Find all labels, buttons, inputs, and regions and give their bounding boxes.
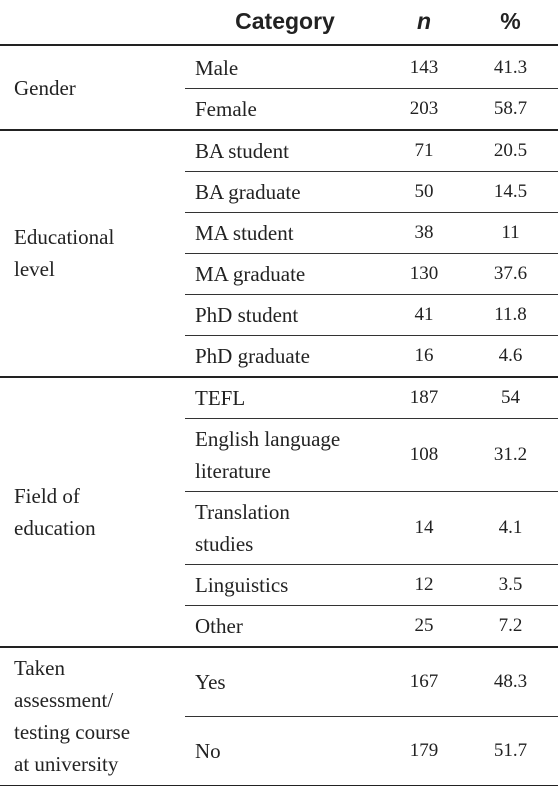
category: BA student [195, 138, 289, 163]
row-rule [185, 171, 558, 172]
percent: 37.6 [493, 262, 528, 284]
row-rule [185, 253, 558, 254]
count: 71 [414, 139, 434, 161]
category: English language [195, 426, 341, 451]
header-category: Category [235, 8, 335, 34]
count: 108 [409, 443, 439, 465]
group-label: at university [14, 752, 119, 776]
percent: 3.5 [498, 573, 523, 595]
category: Linguistics [195, 572, 289, 597]
category: Other [195, 613, 243, 638]
percent: 31.2 [493, 443, 528, 465]
row-rule [185, 716, 558, 717]
category: BA graduate [195, 179, 301, 204]
percent: 41.3 [493, 56, 528, 78]
header-percent: % [500, 8, 521, 34]
header-n: n [416, 8, 432, 34]
group-label: Taken [14, 656, 66, 680]
row-rule [185, 212, 558, 213]
percent: 58.7 [493, 97, 528, 119]
category: studies [195, 531, 254, 556]
category: PhD student [195, 302, 299, 327]
category: literature [195, 458, 271, 483]
count: 130 [409, 262, 439, 284]
row-rule [185, 335, 558, 336]
count: 12 [414, 573, 434, 595]
group-rule [0, 129, 558, 131]
percent: 4.1 [498, 516, 523, 538]
category: PhD graduate [195, 343, 310, 368]
percent: 11.8 [494, 303, 527, 325]
row-rule [185, 418, 558, 419]
count: 38 [414, 221, 434, 243]
count: 179 [409, 739, 439, 761]
row-rule [185, 294, 558, 295]
group-label: level [14, 257, 55, 281]
category: Female [195, 96, 257, 121]
row-rule [185, 88, 558, 89]
percent: 4.6 [498, 344, 523, 366]
count: 167 [409, 670, 439, 692]
category: MA student [195, 220, 294, 245]
group-label: education [14, 515, 96, 540]
category: Translation [195, 499, 290, 524]
count: 16 [414, 344, 434, 366]
count: 41 [414, 303, 434, 325]
percent: 51.7 [493, 739, 528, 761]
count: 203 [409, 97, 439, 119]
group-label: assessment/ [14, 688, 114, 712]
percent: 14.5 [493, 180, 528, 202]
category: Male [195, 55, 239, 80]
category: No [195, 738, 221, 763]
count: 25 [414, 614, 434, 636]
percent: 54 [501, 386, 520, 408]
group-label: Educational [14, 225, 115, 249]
group-label: Field of [14, 483, 80, 508]
percent: 11 [501, 221, 520, 243]
percent: 48.3 [493, 670, 528, 692]
group-rule [0, 376, 558, 378]
row-rule [185, 491, 558, 492]
count: 50 [414, 180, 434, 202]
count: 14 [414, 516, 434, 538]
row-rule [185, 564, 558, 565]
percent: 7.2 [498, 614, 523, 636]
category: TEFL [195, 385, 246, 410]
group-label: testing course [14, 720, 131, 744]
row-rule [185, 605, 558, 606]
category: MA graduate [195, 261, 306, 286]
group-label: Gender [14, 76, 76, 100]
header-rule [0, 44, 558, 46]
group-rule [0, 646, 558, 648]
count: 187 [409, 386, 439, 408]
count: 143 [409, 56, 439, 78]
percent: 20.5 [493, 139, 528, 161]
category: Yes [195, 669, 226, 694]
